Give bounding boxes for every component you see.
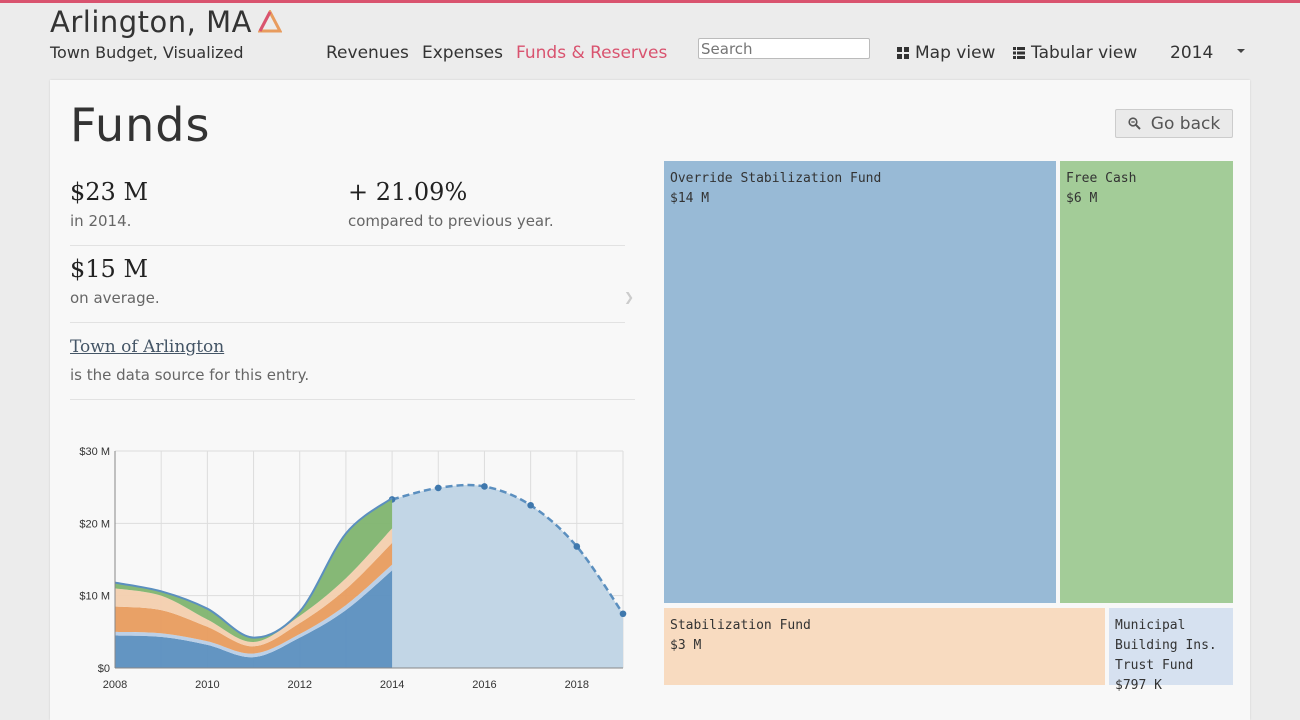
y-tick-label: $30 M [79, 446, 110, 458]
divider [70, 399, 635, 400]
total-caption: in 2014. [70, 212, 132, 230]
grid-icon [897, 47, 909, 59]
search-input[interactable] [698, 38, 870, 59]
series-area [115, 570, 393, 668]
change-caption: compared to previous year. [348, 212, 554, 230]
nav-revenues[interactable]: Revenues [326, 43, 409, 63]
y-tick-label: $0 [98, 663, 110, 675]
map-view-label: Map view [915, 43, 996, 63]
projection-point [434, 484, 442, 492]
projection-point [573, 543, 581, 550]
brand: Arlington, MA Town Budget, Visualized [50, 5, 282, 62]
series-area [115, 542, 393, 654]
tile-value: $14 M [670, 191, 710, 206]
go-back-label: Go back [1150, 113, 1221, 134]
tile-value: $6 M [1066, 191, 1098, 206]
source-caption: is the data source for this entry. [70, 366, 310, 384]
municipal-building-trust-tile[interactable]: Municipal Building Ins. Trust Fund $797 K [1109, 608, 1233, 693]
series-area [115, 498, 393, 642]
app-title-text[interactable]: Arlington, MA [50, 5, 252, 39]
funds-area-chart: $0 $10 M $20 M $30 M 2008 2010 2012 2014 2016 201… [79, 446, 627, 691]
source-link[interactable]: Town of Arlington [70, 337, 225, 357]
app-subtitle: Town Budget, Visualized [50, 43, 244, 62]
tile-name: Free Cash [1066, 171, 1137, 186]
page-title: Funds [70, 98, 211, 152]
stabilization-fund-tile[interactable]: Stabilization Fund $3 M [664, 608, 1105, 685]
chevron-right-icon[interactable]: ❯ [624, 290, 635, 304]
projection-point [527, 501, 534, 509]
y-tick-label: $20 M [79, 518, 110, 530]
average-caption: on average. [70, 289, 160, 307]
map-view-button[interactable]: Map view [897, 43, 995, 63]
go-back-button[interactable]: Go back [1115, 109, 1233, 138]
zoom-out-icon [1128, 117, 1141, 130]
x-tick-label: 2016 [472, 679, 496, 691]
triangle-logo-icon [257, 10, 282, 33]
average-value: $15 M [70, 255, 149, 283]
top-accent-bar [0, 0, 1300, 3]
series-outline [114, 497, 393, 639]
projection-point [619, 610, 627, 618]
x-tick-label: 2010 [195, 679, 219, 691]
projection-area [392, 485, 623, 668]
y-tick-label: $10 M [79, 591, 110, 603]
x-tick-label: 2018 [565, 679, 589, 691]
x-tick-label: 2014 [380, 679, 404, 691]
chevron-down-icon[interactable] [1237, 49, 1245, 53]
change-value: + 21.09% [348, 178, 468, 206]
divider [70, 322, 625, 323]
divider [70, 245, 625, 246]
tile-value: $3 M [670, 638, 702, 653]
tile-value: $797 K [1115, 678, 1162, 693]
app-title[interactable]: Arlington, MA [50, 5, 282, 39]
override-stabilization-fund-tile[interactable]: Override Stabilization Fund $14 M [664, 161, 1056, 603]
tile-name: Municipal Building Ins. Trust Fund [1115, 618, 1217, 673]
nav-funds-reserves[interactable]: Funds & Reserves [516, 43, 668, 63]
tabular-view-button[interactable]: Tabular view [1013, 43, 1137, 63]
nav-expenses[interactable]: Expenses [422, 43, 503, 63]
projection-point [481, 483, 488, 490]
series-area [115, 528, 393, 647]
year-select[interactable]: 2014 [1170, 43, 1214, 63]
x-tick-label: 2008 [103, 679, 127, 691]
list-icon [1013, 47, 1025, 59]
tabular-view-label: Tabular view [1031, 43, 1138, 63]
free-cash-tile[interactable]: Free Cash $6 M [1060, 161, 1233, 603]
tile-name: Stabilization Fund [670, 618, 811, 633]
total-value: $23 M [70, 178, 149, 206]
x-tick-label: 2012 [287, 679, 311, 691]
tile-name: Override Stabilization Fund [670, 171, 882, 186]
